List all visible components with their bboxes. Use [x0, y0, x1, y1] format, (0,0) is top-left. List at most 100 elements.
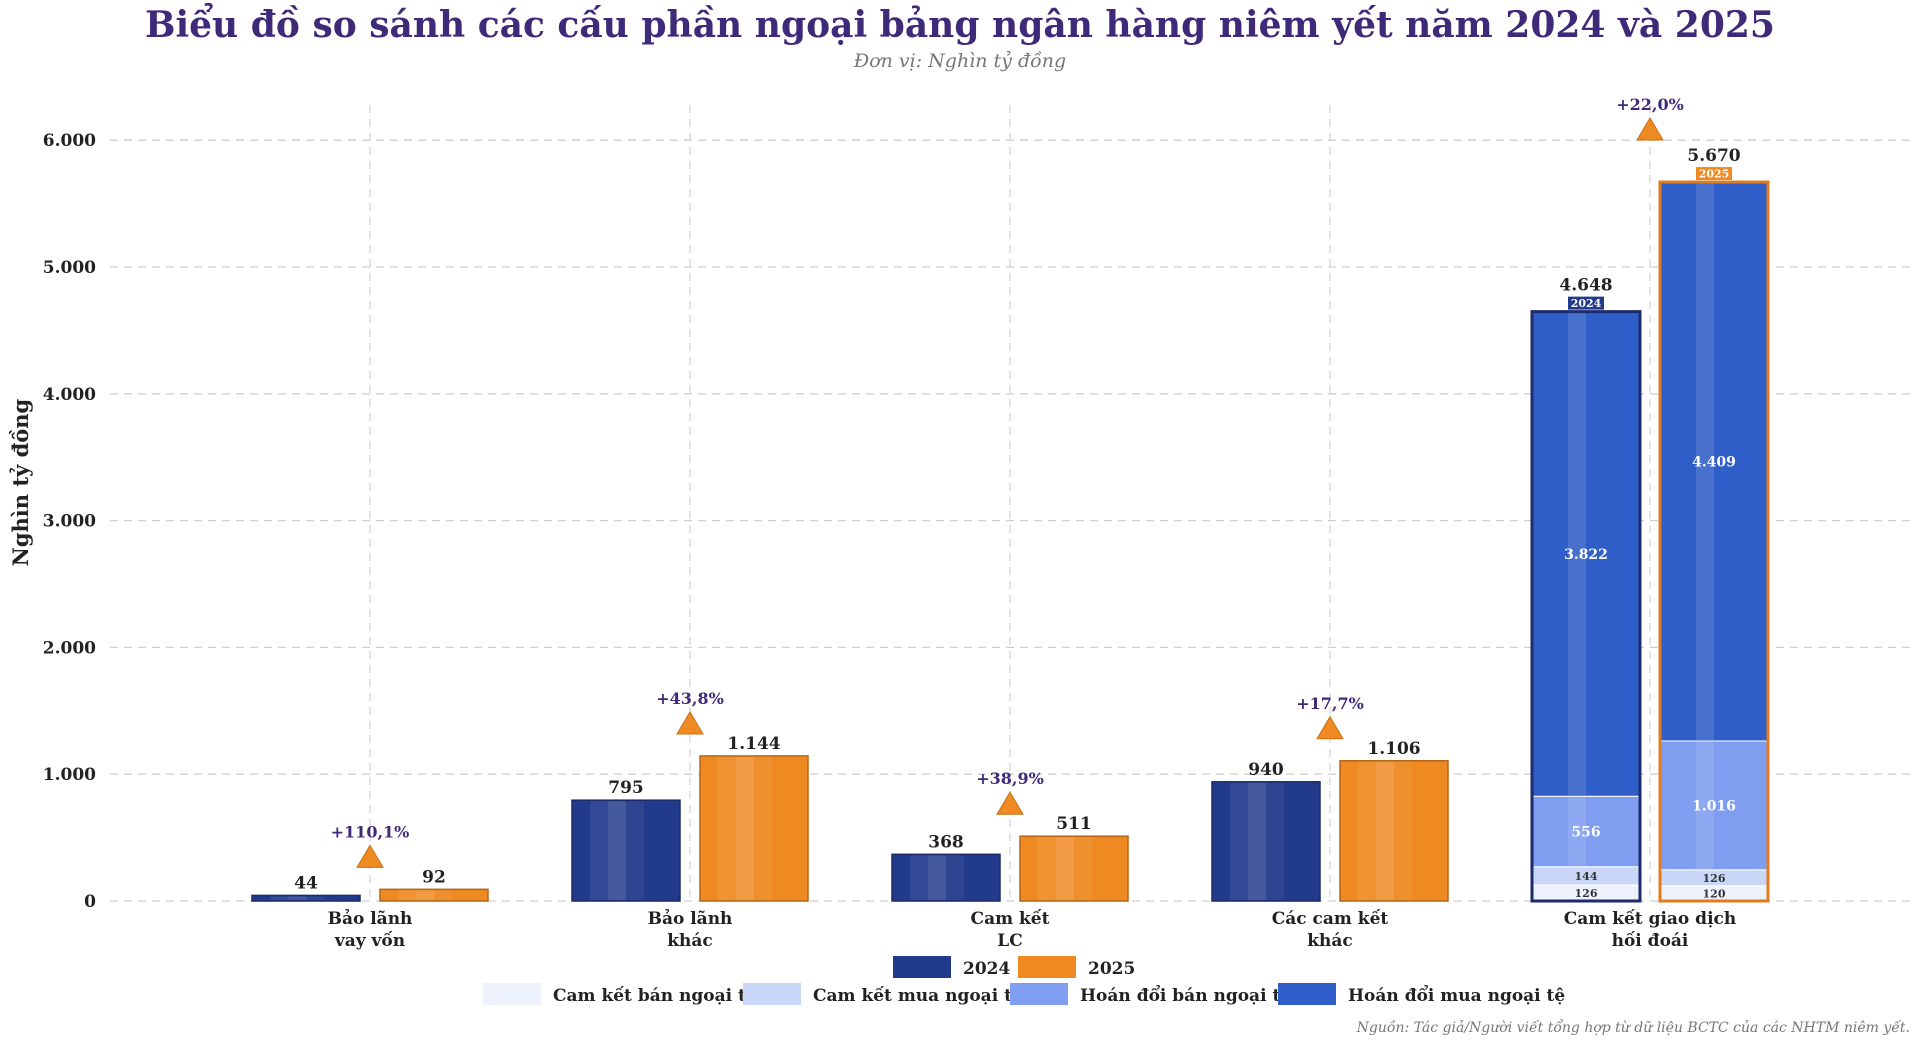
- bar-2024-sheen: [626, 801, 644, 900]
- value-label: 4.648: [1559, 276, 1612, 296]
- segment-label: 4.409: [1692, 454, 1736, 470]
- bar-2024: [1211, 781, 1321, 902]
- bar-2025: [379, 888, 489, 902]
- bar-2024-body: [251, 894, 361, 902]
- bar-2024-sheen: [946, 855, 964, 900]
- growth-arrow-icon: [1636, 117, 1664, 141]
- category-label: Cam kết giao dịch: [1564, 909, 1737, 929]
- legend-2024-swatch: [893, 956, 951, 978]
- segment-label: 3.822: [1564, 547, 1608, 563]
- value-label: 940: [1248, 760, 1284, 780]
- bar-2025-sheen: [1394, 761, 1412, 900]
- bar-2025-body: [1339, 760, 1449, 902]
- category-label: Bảo lãnh: [648, 909, 733, 929]
- bar-2025-sheen: [398, 890, 416, 900]
- value-label: 92: [422, 867, 446, 887]
- bar-2024-outline: [1530, 310, 1642, 903]
- y-tick-label: 1.000: [43, 765, 96, 785]
- category-label: khác: [1307, 931, 1353, 951]
- y-tick-label: 0: [84, 892, 96, 912]
- bar-2024-sheen: [590, 801, 608, 900]
- legend-component-text: Cam kết mua ngoại tệ: [813, 986, 1023, 1006]
- y-tick-label: 5.000: [43, 258, 96, 278]
- segment-label: 556: [1571, 825, 1600, 841]
- growth-label: +43,8%: [656, 689, 724, 708]
- value-label: 795: [608, 778, 644, 798]
- value-label: 1.144: [727, 734, 780, 754]
- value-label: 368: [928, 832, 964, 852]
- bar-2025: [1339, 760, 1449, 902]
- legend-component-text: Cam kết bán ngoại tệ: [553, 986, 757, 1006]
- legend-component-swatch: [1278, 983, 1336, 1005]
- stack-segment: [1659, 181, 1769, 742]
- category-label: Các cam kết: [1272, 909, 1389, 929]
- value-label: 44: [294, 873, 318, 893]
- bar-2024-sheen: [928, 855, 946, 900]
- bar-2024-sheen: [1230, 782, 1248, 900]
- bar-2024-sheen: [608, 801, 626, 900]
- bar-2025-body: [699, 755, 809, 902]
- bar-2024-sheen: [1266, 782, 1284, 900]
- legend-2025-swatch: [1018, 956, 1076, 978]
- segment-label: 120: [1703, 887, 1726, 900]
- bar-2025-sheen: [434, 890, 452, 900]
- value-label: 1.106: [1367, 739, 1420, 759]
- stack-segment-fill: [1659, 181, 1769, 742]
- bar-2024-sheen: [270, 896, 288, 900]
- bar-2025-body: [379, 888, 489, 902]
- bar-2025-sheen: [718, 756, 736, 900]
- chart-subtitle: Đơn vị: Nghìn tỷ đồng: [853, 50, 1067, 72]
- legend: 2024 2025 Cam kết bán ngoại tệ Cam kết mua …: [483, 956, 1565, 1006]
- source-note: Nguồn: Tác giả/Người viết tổng hợp từ dữ…: [1356, 1020, 1910, 1036]
- bar-2024-body: [571, 799, 681, 902]
- growth-label: +22,0%: [1616, 95, 1684, 114]
- growth-arrow-icon: [356, 844, 384, 868]
- category-label: Cam kết: [971, 909, 1050, 929]
- segment-label: 1.016: [1692, 798, 1736, 814]
- category-label: vay vốn: [334, 931, 405, 951]
- bar-2025-sheen: [1038, 837, 1056, 900]
- year-tag: [1696, 167, 1732, 181]
- bar-2024-sheen: [1248, 782, 1266, 900]
- category-label: khác: [667, 931, 713, 951]
- bar-2024: [891, 853, 1001, 902]
- y-tick-label: 2.000: [43, 638, 96, 658]
- growth-label: +38,9%: [976, 769, 1044, 788]
- y-tick-label: 6.000: [43, 131, 96, 151]
- segment-label: 144: [1575, 870, 1598, 883]
- growth-arrow-icon: [1316, 715, 1344, 740]
- bar-2024-sheen: [288, 896, 306, 900]
- legend-component-swatch: [743, 983, 801, 1005]
- bar-2024: [251, 894, 361, 902]
- growth-arrow-icon: [996, 791, 1024, 815]
- stack-segment-sheen: [1696, 741, 1714, 869]
- bars: [251, 180, 1770, 903]
- bar-2025-outline: [1658, 180, 1770, 903]
- legend-component-swatch: [483, 983, 541, 1005]
- bar-2025-sheen: [416, 890, 434, 900]
- bar-2024-body: [891, 853, 1001, 902]
- growth-label: +110,1%: [331, 822, 410, 841]
- y-tick-label: 4.000: [43, 385, 96, 405]
- category-label: Bảo lãnh: [328, 909, 413, 929]
- bar-2024-body: [1211, 781, 1321, 902]
- chart-title: Biểu đồ so sánh các cấu phần ngoại bảng …: [145, 4, 1775, 46]
- stack-segment-sheen: [1568, 797, 1586, 866]
- bar-2025-sheen: [1358, 761, 1376, 900]
- y-axis: 0 1.000 2.000 3.000 4.000 5.000 6.000 Nghìn tỷ …: [8, 131, 96, 912]
- legend-2025-text: 2025: [1088, 959, 1135, 979]
- bar-2025-sheen: [1376, 761, 1394, 900]
- y-tick-label: 3.000: [43, 512, 96, 532]
- stack-segment: [1531, 311, 1641, 797]
- segment-label: 126: [1703, 872, 1726, 885]
- bar-2025-sheen: [1056, 837, 1074, 900]
- year-tag-label: 2025: [1699, 168, 1730, 181]
- category-label: hối đoái: [1612, 931, 1689, 951]
- bar-2024-sheen: [910, 855, 928, 900]
- legend-component-text: Hoán đổi mua ngoại tệ: [1348, 984, 1565, 1006]
- segment-label: 126: [1575, 887, 1598, 900]
- stack-segment: [1659, 740, 1769, 871]
- stack-segment-fill: [1659, 740, 1769, 871]
